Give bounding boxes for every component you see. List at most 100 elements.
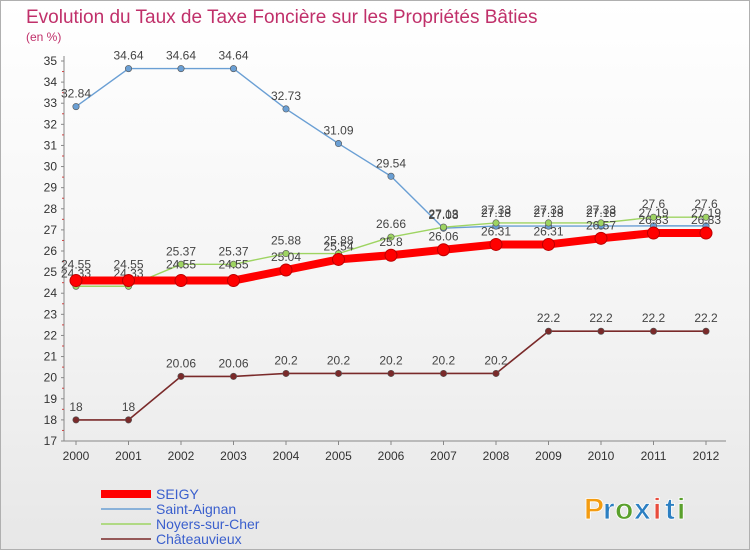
- x-tick-label: 2006: [378, 449, 405, 463]
- data-label: 22.2: [589, 311, 613, 325]
- y-tick-label: 17: [44, 434, 58, 448]
- brand-letter: t: [665, 493, 675, 526]
- data-label: 26.83: [638, 213, 668, 227]
- data-point: [597, 327, 605, 335]
- data-point: [230, 372, 238, 380]
- data-label: 26.57: [586, 218, 616, 232]
- data-point: [69, 274, 83, 288]
- data-label: 20.2: [379, 353, 403, 367]
- data-label: 20.2: [327, 353, 351, 367]
- data-point: [125, 416, 133, 424]
- data-label: 25.8: [379, 235, 403, 249]
- series-layer: 18 18 20.06 20.06 20.2 20.2 20.2 20.2 20.2 22.2 22…: [61, 49, 721, 424]
- brand-letter: P: [584, 493, 604, 526]
- proxiti-logo: Pr o x i t i: [584, 493, 686, 527]
- legend-entry: Saint-Aignan: [156, 501, 236, 517]
- data-label: 20.06: [218, 356, 248, 370]
- y-tick-label: 20: [44, 371, 58, 385]
- data-label: 20.2: [484, 353, 508, 367]
- x-tick-label: 2008: [483, 449, 510, 463]
- data-label: 25.04: [271, 250, 301, 264]
- data-label: 26.66: [376, 217, 406, 231]
- data-label: 20.2: [274, 353, 298, 367]
- y-tick-label: 33: [44, 96, 58, 110]
- data-point: [72, 416, 80, 424]
- chart-subtitle: (en %): [26, 30, 61, 44]
- y-tick-label: 34: [44, 75, 58, 89]
- x-tick-label: 2010: [588, 449, 615, 463]
- y-tick-label: 32: [44, 117, 58, 131]
- data-label: 32.84: [61, 87, 91, 101]
- data-label: 25.88: [323, 234, 353, 248]
- brand-letter: i: [677, 493, 685, 526]
- data-point: [332, 252, 345, 266]
- data-point: [177, 65, 185, 73]
- data-label: 31.09: [323, 124, 353, 138]
- data-point: [174, 274, 188, 288]
- y-tick-label: 35: [44, 54, 58, 68]
- data-point: [282, 250, 290, 258]
- data-point: [177, 372, 185, 380]
- legend-entry: Châteauvieux: [156, 531, 242, 547]
- data-point: [597, 219, 605, 227]
- data-point: [230, 260, 238, 268]
- series-seigy: 25.04 25.54 25.8 26.06 26.31 26.31 26.57 26.83 2…: [69, 213, 721, 288]
- data-point: [492, 219, 500, 227]
- data-point: [544, 327, 552, 335]
- data-label: 26.31: [481, 224, 511, 238]
- data-label: 27.33: [481, 203, 511, 217]
- data-label: 24.55: [166, 258, 196, 272]
- y-tick-label: 28: [44, 202, 58, 216]
- x-tick-label: 2011: [641, 449, 667, 463]
- data-label: 27.13: [428, 207, 458, 221]
- data-point: [594, 231, 608, 245]
- y-tick-label: 23: [44, 307, 58, 321]
- data-point: [282, 369, 290, 377]
- x-tick-label: 2005: [325, 449, 352, 463]
- data-label: 25.54: [323, 239, 353, 253]
- brand-letter: o: [615, 493, 633, 526]
- data-label: 22.2: [694, 311, 718, 325]
- x-tick-label: 2004: [273, 449, 300, 463]
- data-point: [72, 103, 80, 111]
- data-point: [439, 369, 447, 377]
- y-tick-label: 30: [44, 160, 58, 174]
- legend-entry: SEIGY: [156, 486, 199, 502]
- axes: 17 18 19 20 21 22 23 24 25 26 27 28 29 30 31 32 33 34 35 20…: [44, 54, 726, 463]
- data-label: 25.37: [218, 244, 248, 258]
- data-point: [702, 327, 710, 335]
- x-tick-label: 2002: [168, 449, 195, 463]
- brand-letter: i: [653, 493, 661, 526]
- data-label: 26.06: [428, 230, 458, 244]
- data-point: [387, 172, 395, 180]
- data-label: 27.18: [481, 206, 511, 220]
- data-label: 18: [122, 400, 136, 414]
- data-label: 27.18: [586, 206, 616, 220]
- data-label: 25.88: [271, 234, 301, 248]
- data-label: 27.6: [694, 197, 718, 211]
- data-label: 27.33: [586, 203, 616, 217]
- data-point: [699, 226, 713, 240]
- y-tick-label: 25: [44, 265, 58, 279]
- series-ch-teauvieux: 18 18 20.06 20.06 20.2 20.2 20.2 20.2 20.2 22.2 22…: [69, 311, 718, 424]
- data-label: 34.64: [166, 49, 196, 63]
- data-point: [384, 248, 398, 262]
- data-label: 26.83: [691, 213, 721, 227]
- data-point: [122, 274, 135, 288]
- data-label: 27.33: [533, 203, 563, 217]
- data-label: 27.08: [428, 208, 458, 222]
- data-point: [334, 140, 342, 148]
- data-point: [542, 237, 555, 251]
- data-point: [387, 233, 395, 241]
- data-label: 18: [69, 400, 83, 414]
- data-point: [649, 213, 657, 221]
- y-tick-label: 18: [44, 413, 58, 427]
- series-saint-aignan: 32.84 34.64 34.64 34.64 32.73 31.09 29.54 27.08…: [61, 49, 721, 232]
- data-label: 20.06: [166, 356, 196, 370]
- data-point: [492, 369, 500, 377]
- data-point: [439, 223, 447, 231]
- data-point: [387, 369, 395, 377]
- data-point: [544, 219, 552, 227]
- x-tick-label: 2012: [693, 449, 720, 463]
